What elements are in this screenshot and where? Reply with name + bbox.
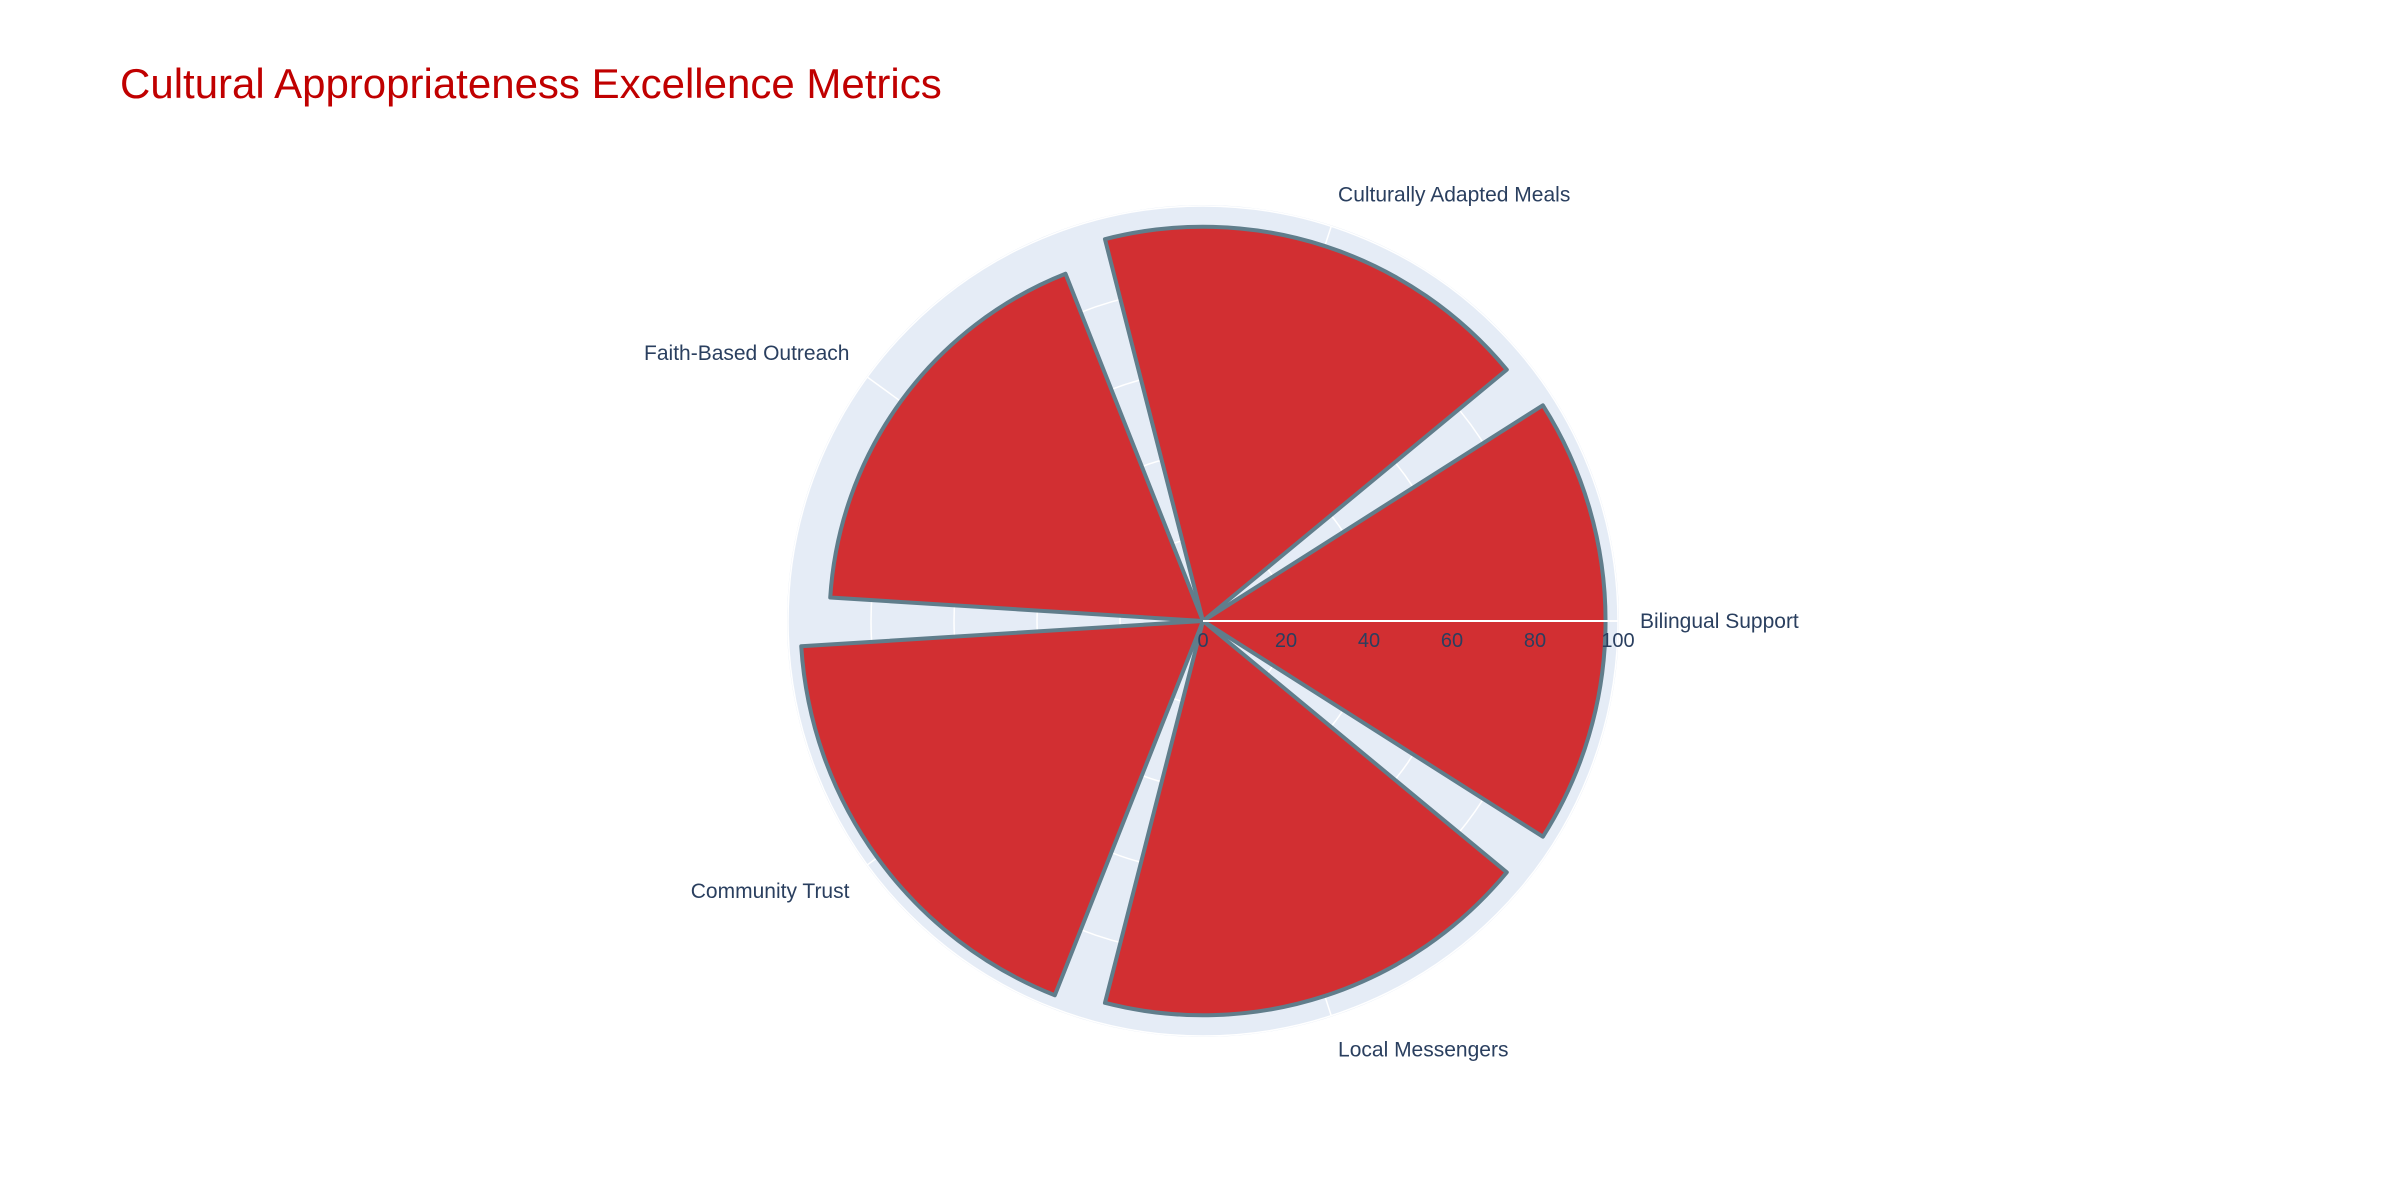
bar-4 [1102,619,1509,1018]
radial-tick-label-3: 60 [1441,630,1463,652]
radial-tick-label-0: 0 [1197,630,1208,652]
category-label-1: Culturally Adapted Meals [1338,183,1570,206]
radial-tick-label-4: 80 [1524,630,1546,652]
bar-3 [799,619,1205,998]
category-label-4: Local Messengers [1338,1039,1508,1062]
bar-1 [1102,224,1509,623]
radial-axis-layer: 0 20 40 60 80 100 [1197,620,1635,652]
radial-tick-label-5: 100 [1601,630,1634,652]
category-label-2: Faith-Based Outreach [644,342,849,365]
category-label-3: Community Trust [691,880,850,903]
chart-title: Cultural Appropriateness Excellence Metr… [120,60,942,107]
category-label-0: Bilingual Support [1640,610,1799,633]
bar-2 [828,271,1205,623]
angular-labels-layer: Bilingual Support Culturally Adapted Meal… [644,183,1799,1061]
radial-tick-label-2: 40 [1358,630,1380,652]
radial-tick-label-1: 20 [1275,630,1297,652]
